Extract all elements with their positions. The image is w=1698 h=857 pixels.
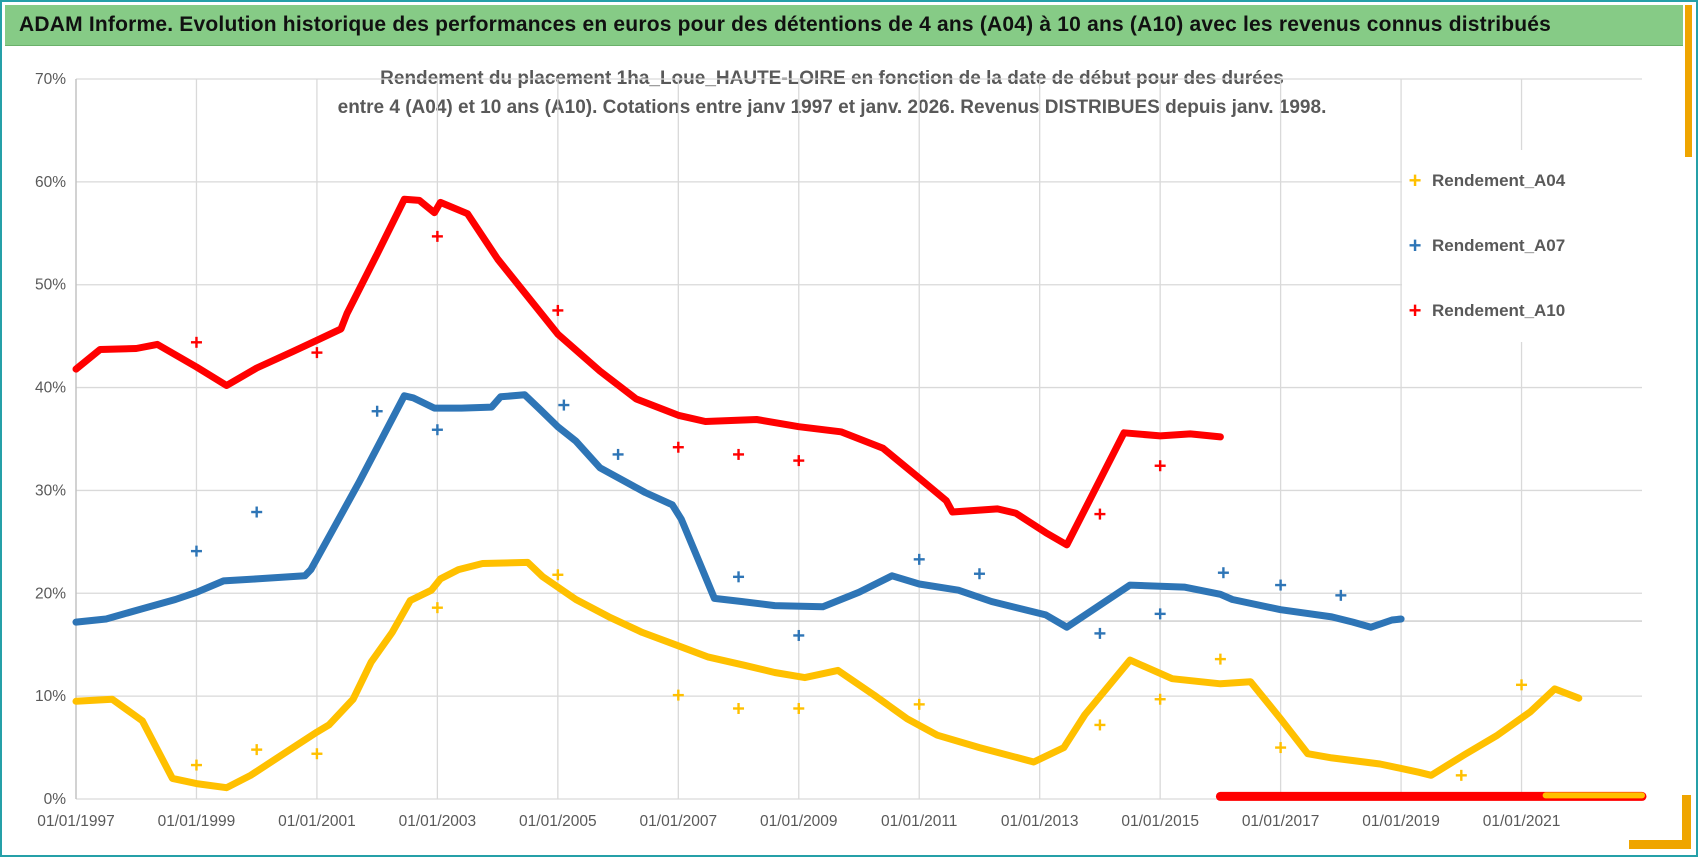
- svg-text:40%: 40%: [35, 380, 66, 397]
- bottom-right-accent-horizontal: [1629, 840, 1691, 849]
- svg-text:01/01/2011: 01/01/2011: [881, 813, 957, 830]
- plus-marker-icon: +: [1408, 298, 1422, 323]
- chart-title-line2: entre 4 (A04) et 10 ans (A10). Cotations…: [337, 97, 1327, 118]
- svg-text:01/01/2015: 01/01/2015: [1121, 813, 1199, 830]
- series-rendement-a04-outliers[interactable]: [190, 569, 1528, 781]
- plus-marker-icon: +: [1408, 233, 1422, 258]
- header-title: ADAM Informe. Evolution historique des p…: [19, 13, 1552, 36]
- svg-text:70%: 70%: [35, 71, 66, 88]
- series-rendement-a07-line[interactable]: [72, 391, 1405, 631]
- legend-label: Rendement_A07: [1432, 236, 1566, 255]
- legend-item-rendement-a04[interactable]: + Rendement_A04: [1402, 164, 1646, 198]
- svg-text:01/01/2013: 01/01/2013: [1001, 813, 1079, 830]
- svg-text:01/01/1997: 01/01/1997: [37, 813, 115, 830]
- legend-label: Rendement_A10: [1432, 301, 1566, 320]
- legend-label: Rendement_A04: [1432, 171, 1566, 190]
- svg-text:0%: 0%: [44, 791, 67, 808]
- series-rendement-a04-line[interactable]: [72, 558, 1583, 792]
- y-tick-labels: 0% 10% 20% 30% 40% 50% 60% 70%: [35, 71, 66, 808]
- header-bar: ADAM Informe. Evolution historique des p…: [5, 5, 1683, 46]
- series-rendement-a07-outliers[interactable]: [190, 399, 1347, 641]
- svg-text:50%: 50%: [35, 277, 66, 294]
- svg-text:01/01/2003: 01/01/2003: [399, 813, 477, 830]
- right-edge-accent: [1685, 5, 1692, 157]
- svg-text:01/01/2021: 01/01/2021: [1483, 813, 1561, 830]
- legend-item-rendement-a07[interactable]: + Rendement_A07: [1402, 229, 1646, 263]
- svg-text:01/01/2009: 01/01/2009: [760, 813, 838, 830]
- svg-text:01/01/2005: 01/01/2005: [519, 813, 597, 830]
- svg-text:01/01/1999: 01/01/1999: [158, 813, 236, 830]
- svg-text:01/01/2007: 01/01/2007: [640, 813, 718, 830]
- svg-text:60%: 60%: [35, 174, 66, 191]
- bottom-right-accent-vertical: [1682, 795, 1691, 849]
- x-tick-labels: 01/01/1997 01/01/1999 01/01/2001 01/01/2003…: [37, 813, 1560, 830]
- svg-text:01/01/2017: 01/01/2017: [1242, 813, 1320, 830]
- svg-text:20%: 20%: [35, 585, 66, 602]
- legend-item-rendement-a10[interactable]: + Rendement_A10: [1402, 294, 1646, 328]
- x-gridlines: [75, 79, 1523, 799]
- chart-legend: + Rendement_A04 + Rendement_A07 + Rendem…: [1402, 150, 1646, 342]
- svg-text:01/01/2019: 01/01/2019: [1362, 813, 1440, 830]
- svg-text:30%: 30%: [35, 482, 66, 499]
- plus-marker-icon: +: [1408, 168, 1422, 193]
- series-rendement-a10-outliers[interactable]: [190, 230, 1166, 520]
- series-rendement-a10-line[interactable]: [72, 195, 1224, 549]
- svg-text:10%: 10%: [35, 688, 66, 705]
- svg-text:01/01/2001: 01/01/2001: [278, 813, 356, 830]
